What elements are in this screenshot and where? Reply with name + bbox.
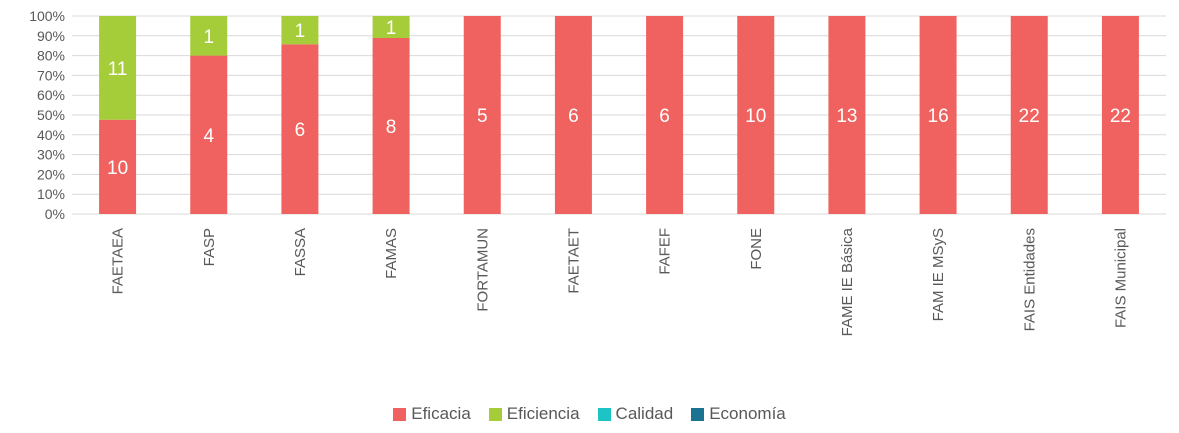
category-label: FORTAMUN <box>474 228 491 312</box>
bar-segment-eficacia <box>737 16 775 214</box>
legend-label: Economía <box>709 404 786 423</box>
data-label: 22 <box>1110 106 1131 127</box>
x-axis: FAETAEA FASP FASSA FAMAS FORTAMUN FAETAET FAFE… <box>110 227 1130 336</box>
legend-swatch <box>597 407 611 421</box>
bar-segment-eficacia <box>919 16 957 214</box>
legend-label: Eficiencia <box>506 404 580 423</box>
category-label: FAMAS <box>383 228 400 279</box>
bar-segment-eficiencia <box>281 16 319 45</box>
bar-segment-eficacia <box>463 16 501 214</box>
data-label: 10 <box>107 158 128 179</box>
data-label: 6 <box>295 120 306 141</box>
bar-segment-eficacia <box>1101 16 1139 214</box>
bar-segment-eficiencia <box>190 16 228 56</box>
data-label: 11 <box>108 59 128 80</box>
y-tick-label: 40% <box>37 127 65 143</box>
data-label: 1 <box>203 27 214 48</box>
gridlines <box>72 15 1166 215</box>
legend-swatch <box>691 407 705 421</box>
data-label: 16 <box>928 106 949 127</box>
y-tick-label: 60% <box>37 87 65 103</box>
category-label: FAIS Municipal <box>1112 228 1129 328</box>
data-label: 5 <box>477 106 488 127</box>
category-label: FAETAEA <box>110 228 127 294</box>
y-tick-label: 70% <box>37 67 65 83</box>
data-label: 1 <box>386 18 397 39</box>
y-tick-label: 30% <box>37 147 65 163</box>
legend-swatch <box>393 407 407 421</box>
data-label: 22 <box>1019 106 1040 127</box>
bar-segment-eficacia <box>99 119 137 214</box>
legend: Eficacia Eficiencia Calidad Economía <box>0 404 1179 424</box>
bar-segment-eficacia <box>554 16 592 214</box>
category-label: FAFEF <box>657 228 674 275</box>
bar-segment-eficacia <box>828 16 866 214</box>
legend-swatch <box>488 407 502 421</box>
legend-item-economía: Economía <box>691 404 786 424</box>
category-label: FONE <box>748 228 765 270</box>
legend-item-eficiencia: Eficiencia <box>488 404 580 424</box>
y-tick-label: 80% <box>37 48 65 64</box>
bar-segment-eficacia <box>1010 16 1048 214</box>
y-tick-label: 0% <box>45 206 65 222</box>
y-tick-label: 50% <box>37 107 65 123</box>
y-tick-label: 10% <box>37 186 65 202</box>
legend-label: Calidad <box>615 404 674 423</box>
data-label: 4 <box>203 126 214 147</box>
legend-label: Eficacia <box>411 404 471 423</box>
category-label: FAME IE Básica <box>839 227 856 336</box>
y-tick-label: 90% <box>37 28 65 44</box>
data-label: 6 <box>659 106 670 127</box>
legend-item-calidad: Calidad <box>597 404 674 424</box>
bar-segment-eficacia <box>190 55 228 214</box>
bar-segment-eficiencia <box>99 16 137 120</box>
data-label: 1 <box>295 21 306 42</box>
y-axis: 0% 10% 20% 30% 40% 50% 60% 70% 80% 90% 100% <box>29 8 65 222</box>
data-label: 13 <box>836 106 857 127</box>
bar-segment-eficacia <box>646 16 684 214</box>
category-label: FAETAET <box>565 228 582 294</box>
category-label: FASP <box>201 228 218 266</box>
y-tick-label: 20% <box>37 166 65 182</box>
bar-segment-eficacia <box>281 44 319 215</box>
data-label: 8 <box>386 117 397 138</box>
bar-segment-eficiencia <box>372 16 410 38</box>
data-label: 10 <box>745 106 766 127</box>
category-label: FAIS Entidades <box>1021 228 1038 331</box>
category-label: FASSA <box>292 228 309 276</box>
y-tick-label: 100% <box>29 8 65 24</box>
category-label: FAM IE MSyS <box>930 228 947 321</box>
bar-segment-eficacia <box>372 38 410 214</box>
legend-item-eficacia: Eficacia <box>393 404 471 424</box>
stacked-percent-bar-chart: 0%10%20%30%40%50%60%70%80%90%100% 101141… <box>29 8 1166 336</box>
data-label: 6 <box>568 106 579 127</box>
